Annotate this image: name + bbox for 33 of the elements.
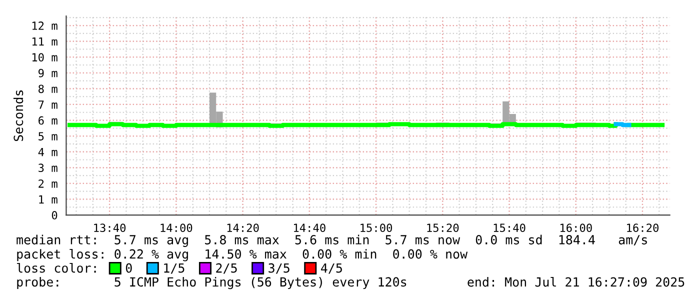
legend-label: 2/5 bbox=[216, 263, 237, 274]
x-tick-label: 15:00 bbox=[360, 224, 392, 232]
x-tick-label: 16:20 bbox=[627, 224, 658, 232]
y-tick-label: 5 m bbox=[38, 132, 58, 140]
text: end: Mon Jul 21 16:27:09 2025 bbox=[468, 276, 684, 287]
y-tick-label: 6 m bbox=[38, 116, 58, 125]
legend-title: loss color: bbox=[17, 263, 96, 273]
x-tick-label: 15:40 bbox=[494, 224, 526, 232]
y-axis-title: Seconds bbox=[13, 90, 24, 142]
x-tick-label: 14:00 bbox=[160, 224, 192, 232]
y-tick-label: 12 m bbox=[32, 22, 58, 30]
text: packet loss: 0.22 % avg 14.50 % max 0.00 % min 0.00 % now bbox=[17, 249, 468, 262]
x-tick-label: 14:40 bbox=[294, 224, 326, 232]
text: median rtt: 5.7 ms avg 5.8 ms max 5.6 ms min 5.7 ms now 0.0 ms sd 184.4 am/s bbox=[16, 234, 647, 247]
y-tick-label: 2 m bbox=[38, 179, 58, 188]
text: probe: 5 ICMP Echo Pings (56 Bytes) every 120s bbox=[17, 276, 406, 290]
x-tick-label: 13:40 bbox=[94, 224, 126, 232]
legend-label: 4/5 bbox=[321, 263, 342, 274]
y-tick-label: 3 m bbox=[38, 164, 58, 172]
y-tick-label: 0 bbox=[52, 211, 58, 220]
legend-label: 3/5 bbox=[268, 263, 290, 274]
x-tick-label: 15:20 bbox=[427, 224, 459, 232]
y-tick-label: 1 m bbox=[39, 195, 58, 204]
y-tick-label: 8 m bbox=[38, 84, 58, 94]
x-tick-label: 14:20 bbox=[227, 224, 259, 232]
legend-label: 0 bbox=[126, 263, 132, 273]
y-tick-label: 11 m bbox=[32, 37, 58, 46]
y-tick-label: 4 m bbox=[38, 148, 58, 156]
y-tick-label: 7 m bbox=[38, 100, 58, 109]
legend-label: 1/5 bbox=[164, 263, 184, 274]
y-tick-label: 10 m bbox=[32, 53, 58, 62]
x-tick-label: 16:00 bbox=[560, 224, 592, 232]
y-tick-label: 9 m bbox=[38, 68, 58, 78]
